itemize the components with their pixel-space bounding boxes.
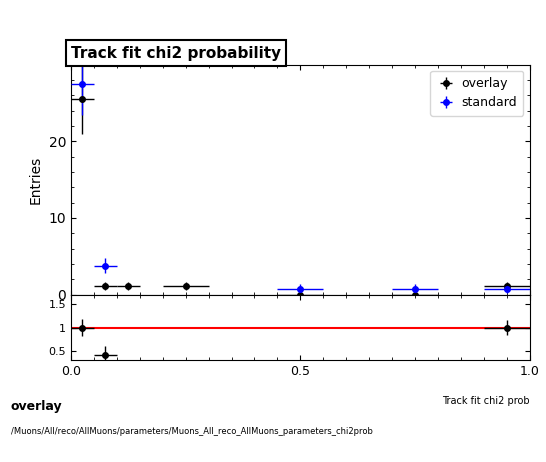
Y-axis label: Entries: Entries — [29, 156, 43, 204]
Text: overlay: overlay — [11, 400, 63, 413]
Legend: overlay, standard: overlay, standard — [430, 71, 524, 116]
Text: Track fit chi2 prob: Track fit chi2 prob — [442, 396, 530, 407]
Text: Track fit chi2 probability: Track fit chi2 probability — [71, 46, 281, 61]
Text: /Muons/All/reco/AllMuons/parameters/Muons_All_reco_AllMuons_parameters_chi2prob: /Muons/All/reco/AllMuons/parameters/Muon… — [11, 427, 373, 436]
